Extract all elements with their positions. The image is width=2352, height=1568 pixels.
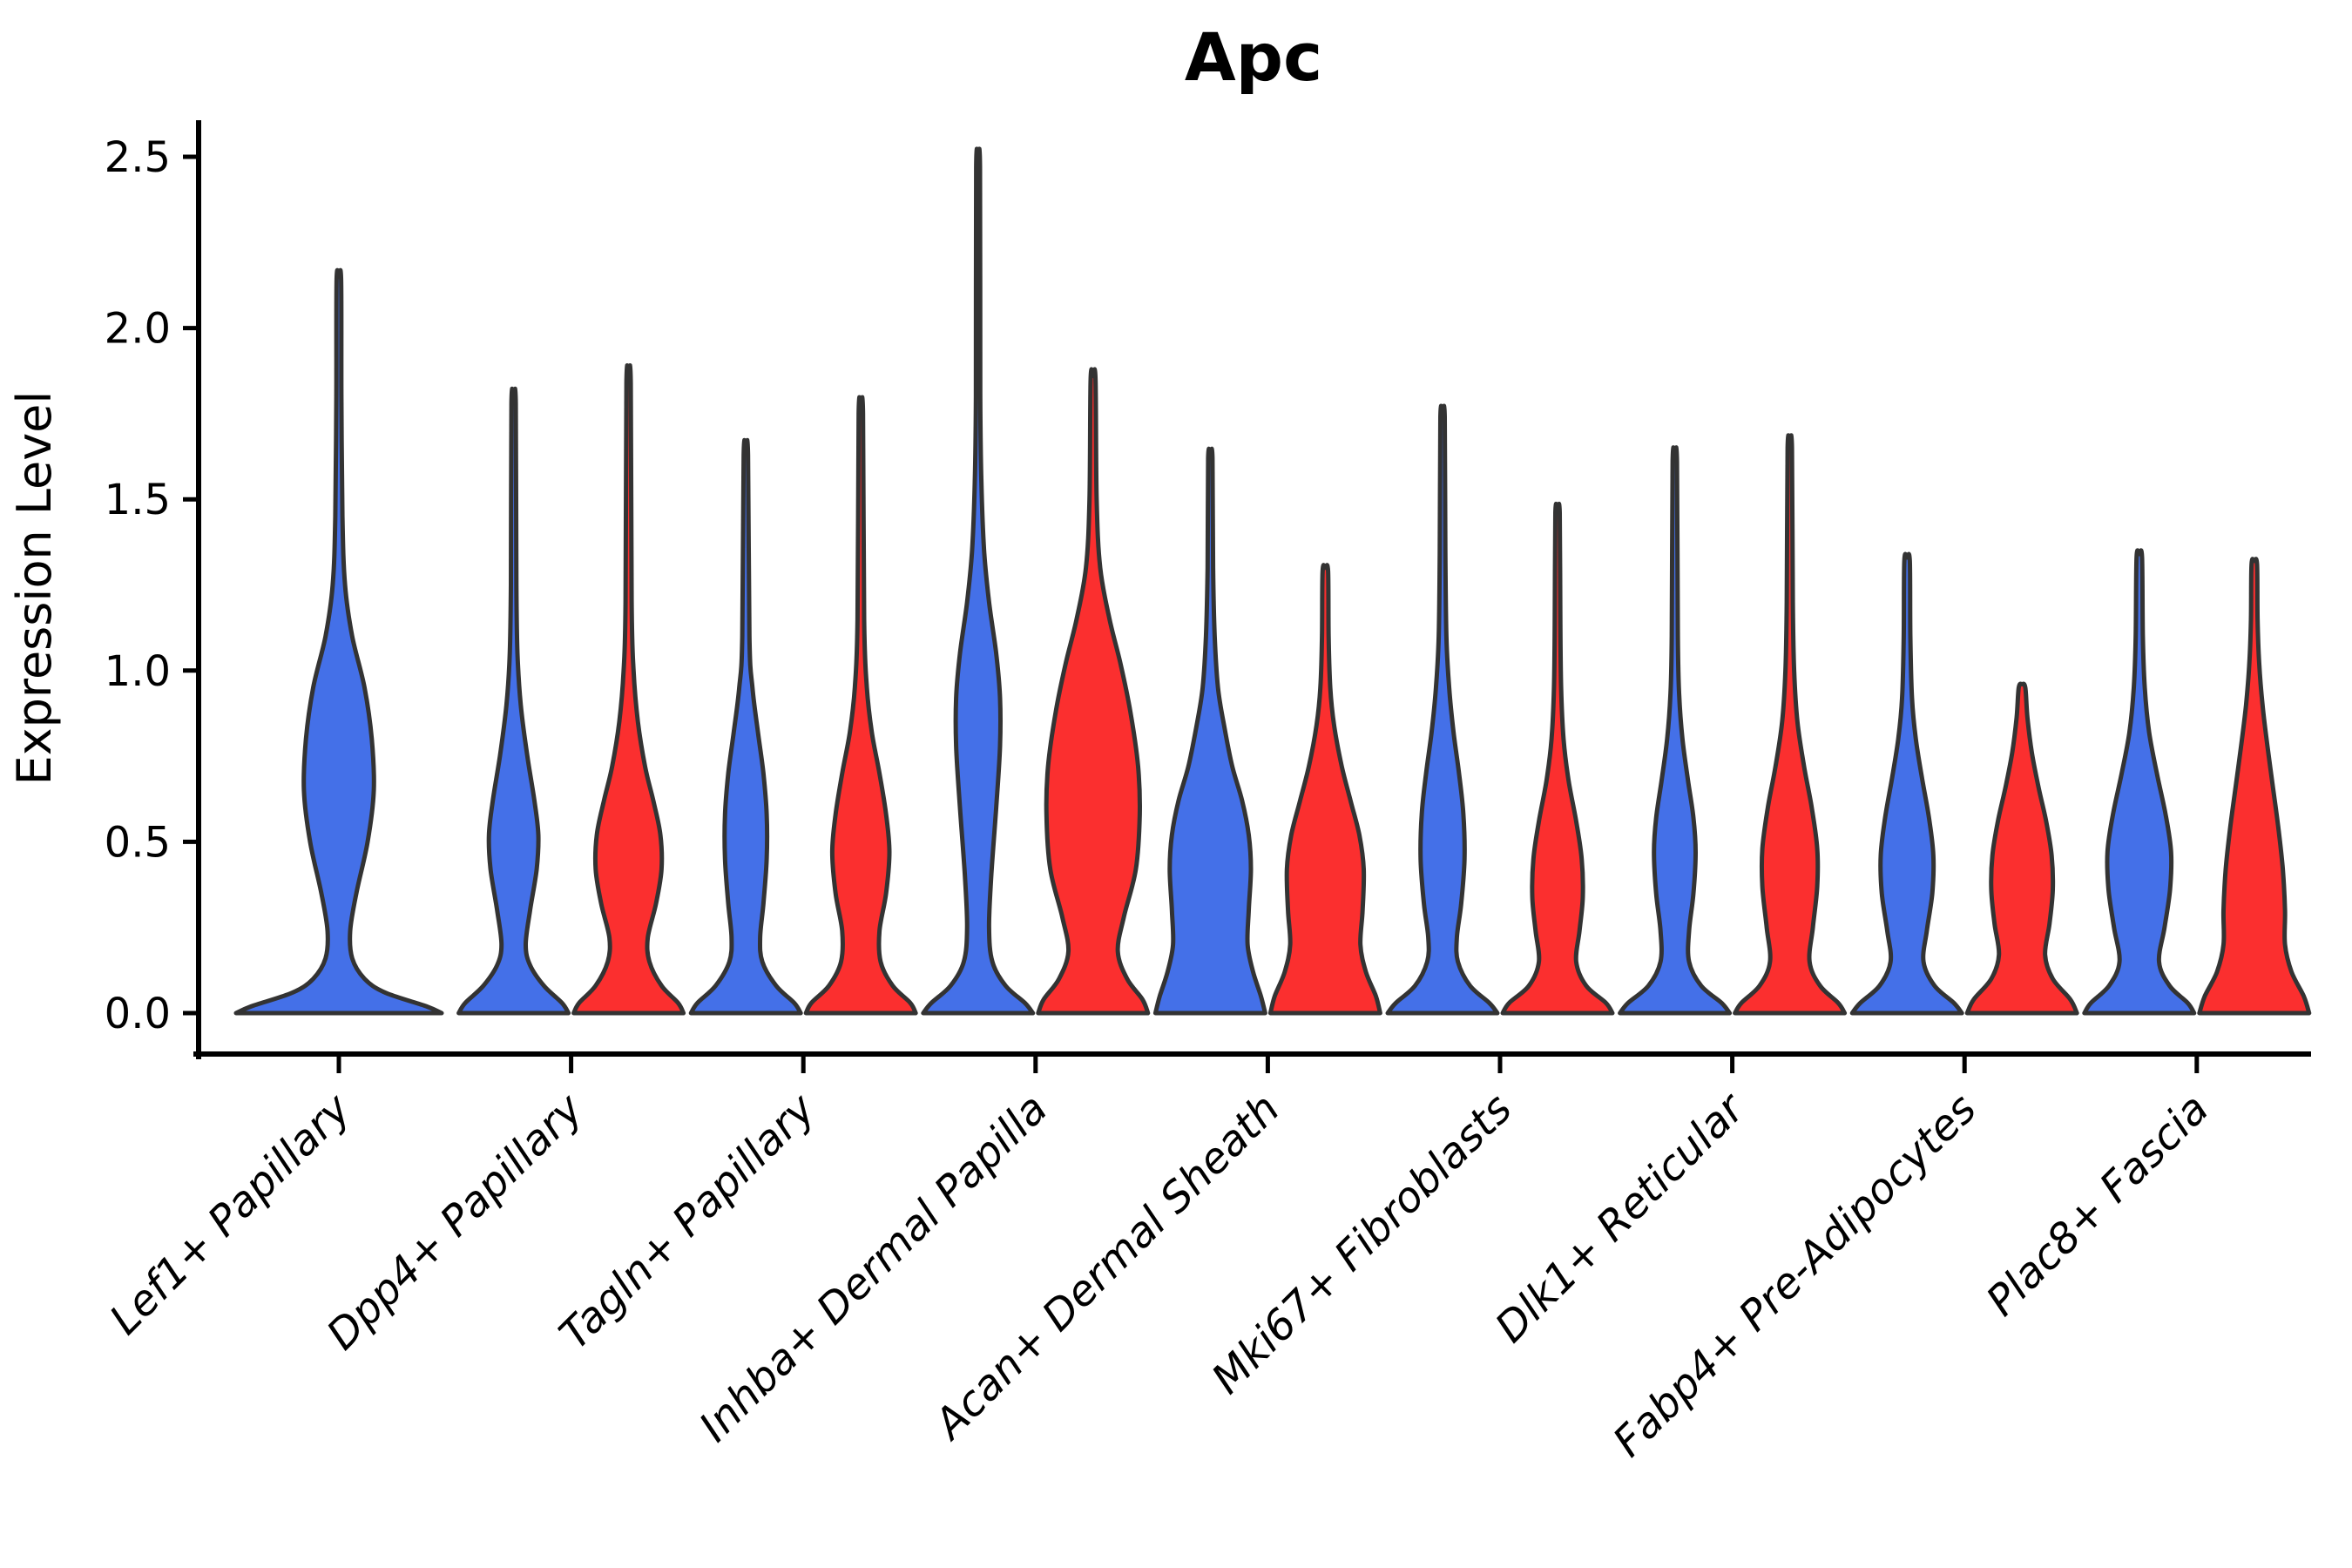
- violin-acan-dermal-sheath-blue: [1152, 446, 1267, 1016]
- x-axis-ticks: [336, 1054, 2200, 1073]
- violin-dpp4-papillary-blue: [456, 386, 571, 1016]
- y-tick-label: 0.0: [105, 990, 171, 1038]
- y-tick-label: 1.0: [105, 647, 171, 696]
- x-tick-label-dlk1-reticular: Dlk1+ Reticular: [1486, 1083, 1756, 1353]
- violin-plac8-fascia-red: [2197, 557, 2312, 1016]
- violin-lef1-papillary-blue: [233, 267, 444, 1016]
- chart-title: Apc: [1185, 18, 1322, 96]
- y-tick-label: 2.0: [105, 305, 171, 354]
- violin-inhba-dermal-papilla-blue: [921, 146, 1036, 1016]
- y-tick-label: 2.5: [105, 133, 171, 182]
- x-tick-label-tagln-papillary: Tagln+ Papillary: [550, 1084, 825, 1359]
- y-tick-label: 0.5: [105, 818, 171, 867]
- violin-mki67-fibroblasts-red: [1500, 501, 1615, 1016]
- violin-tagln-papillary-red: [803, 395, 918, 1016]
- violin-dlk1-reticular-red: [1733, 433, 1848, 1016]
- x-tick-label-plac8-fascia: Plac8+ Fascia: [1977, 1085, 2219, 1326]
- violin-plac8-fascia-blue: [2082, 548, 2197, 1016]
- violins: [233, 146, 2312, 1016]
- violin-acan-dermal-sheath-red: [1267, 563, 1382, 1016]
- violin-fabp4-pre-adipocytes-blue: [1849, 551, 1964, 1016]
- x-tick-label-lef1-papillary: Lef1+ Papillary: [100, 1084, 361, 1344]
- violin-dlk1-reticular-blue: [1618, 445, 1733, 1016]
- violin-mki67-fibroblasts-blue: [1385, 403, 1500, 1016]
- violin-fabp4-pre-adipocytes-red: [1964, 681, 2079, 1016]
- violin-tagln-papillary-blue: [688, 437, 803, 1016]
- y-tick-label: 1.5: [105, 476, 171, 524]
- violin-dpp4-papillary-red: [571, 363, 686, 1016]
- x-tick-label-dpp4-papillary: Dpp4+ Papillary: [317, 1084, 592, 1359]
- y-axis-ticks: 0.0 0.5 1.0 1.5 2.0 2.5: [105, 133, 199, 1038]
- y-axis-label: Expression Level: [7, 391, 62, 786]
- violin-inhba-dermal-papilla-red: [1036, 367, 1151, 1016]
